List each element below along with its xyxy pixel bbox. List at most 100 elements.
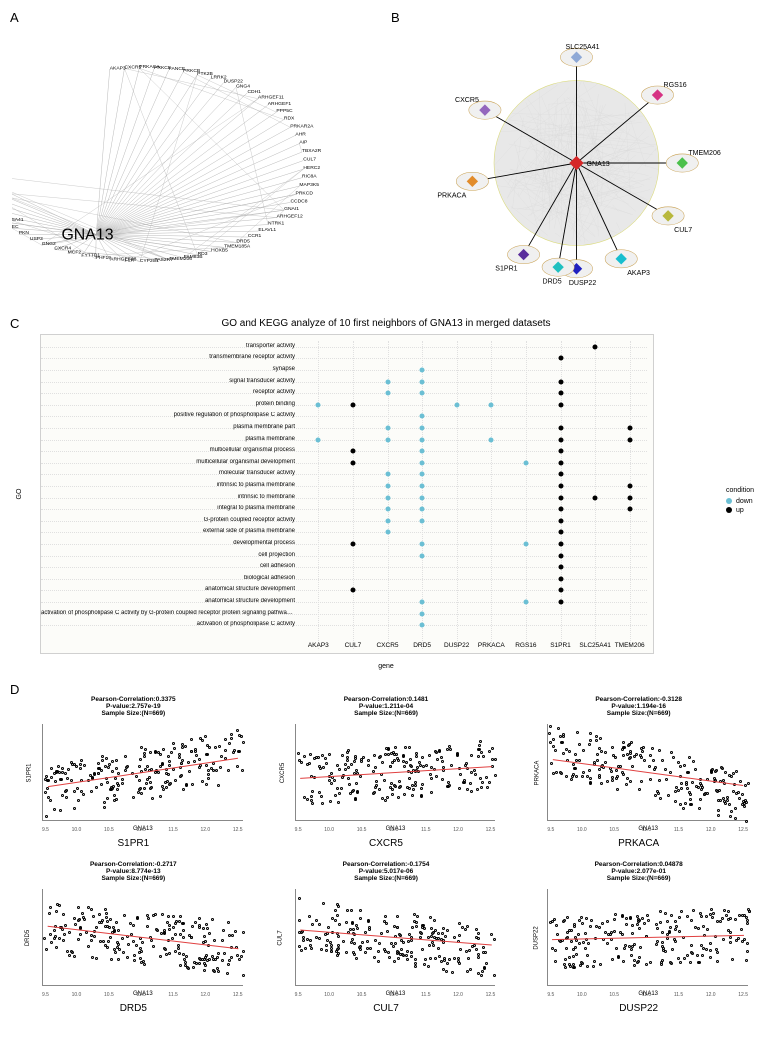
scatter-corr: Pearson-Correlation:0.1481 — [269, 696, 504, 703]
scatter-pval: P-value:1.211e-04 — [269, 703, 504, 710]
dotplot-term-label: protein binding — [41, 401, 295, 407]
network-a-node-label: ARHGEF1 — [268, 101, 292, 107]
network-a-node-label: USP3 — [30, 236, 43, 242]
dotplot-point — [523, 460, 528, 465]
network-a-node-label: CCDC8 — [290, 198, 307, 204]
network-b-spoke-label: SLC25A41 — [565, 44, 599, 51]
dotplot-point — [420, 600, 425, 605]
panel-c-label: C — [10, 316, 19, 331]
scatter-ylabel: DUSP22 — [534, 926, 540, 949]
dotplot-point — [593, 495, 598, 500]
dotplot-point — [385, 530, 390, 535]
legend-title: condition — [726, 487, 754, 494]
network-a-node-label: PPP5C — [276, 108, 293, 114]
network-a-node-label: HERC2 — [303, 165, 320, 171]
scatter-ylabel: PRKACA — [535, 760, 541, 785]
dotplot-point — [385, 379, 390, 384]
dotplot-point — [454, 402, 459, 407]
dotplot-point — [558, 402, 563, 407]
scatter-cul7: Pearson-Correlation:-0.1754P-value:5.017… — [269, 861, 504, 1014]
dotplot-point — [350, 460, 355, 465]
dotplot-term-label: biological adhesion — [41, 575, 295, 581]
panel-c-legend: condition down up — [726, 487, 754, 516]
scatter-ylabel: CUL7 — [277, 930, 283, 945]
scatter-pval: P-value:2.077e-01 — [521, 868, 756, 875]
dotplot-point — [420, 518, 425, 523]
scatter-ylabel: DRD5 — [25, 929, 31, 945]
dotplot-point — [558, 356, 563, 361]
dotplot-point — [558, 553, 563, 558]
dotplot-term-label: cell projection — [41, 552, 295, 558]
network-a-node-label: PRKAR2A — [290, 123, 314, 129]
dotplot-point — [420, 484, 425, 489]
dotplot-term-label: activation of phospholipase C activity — [41, 621, 295, 627]
dotplot-point — [385, 426, 390, 431]
dotplot-term-label: anatomical structure development — [41, 586, 295, 592]
scatter-corr: Pearson-Correlation:-0.3128 — [521, 696, 756, 703]
dotplot-term-label: integral to plasma membrane — [41, 505, 295, 511]
dotplot-point — [350, 449, 355, 454]
scatter-name: S1PR1 — [16, 838, 251, 849]
dotplot-term-label: receptor activity — [41, 389, 295, 395]
dotplot-point — [350, 542, 355, 547]
network-a-node-label: RIC8A — [302, 174, 317, 180]
network-a-node-label: RDX — [284, 116, 295, 122]
dotplot-point — [558, 518, 563, 523]
dotplot-point — [350, 402, 355, 407]
dotplot-point — [385, 495, 390, 500]
dotplot-point — [558, 391, 563, 396]
dotplot-point — [420, 611, 425, 616]
dotplot-term-label: G-protein coupled receptor activity — [41, 517, 295, 523]
scatter-pval: P-value:5.017e-06 — [269, 868, 504, 875]
dotplot-point — [385, 484, 390, 489]
network-a-node-label: AIP — [299, 140, 308, 146]
dotplot-gene-label: DRD5 — [413, 642, 431, 649]
network-b-spoke-label: TMEM206 — [688, 150, 721, 157]
dotplot-gene-label: TMEM206 — [615, 642, 645, 649]
network-a-node-label: PRKCD — [296, 190, 314, 196]
dotplot-point — [420, 553, 425, 558]
dotplot-point — [523, 600, 528, 605]
dotplot-point — [558, 460, 563, 465]
network-b-spoke-label: PRKACA — [437, 192, 466, 199]
dotplot-point — [420, 460, 425, 465]
dotplot-gene-label: CUL7 — [345, 642, 362, 649]
network-a-node-label: CXCR4 — [54, 246, 71, 252]
dotplot-term-label: activation of phospholipase C activity b… — [41, 610, 295, 616]
network-a-node-label: ELAVL1 — [258, 227, 276, 233]
dotplot-term-label: external side of plasma membrane — [41, 528, 295, 534]
dotplot-point — [420, 507, 425, 512]
dotplot-point — [350, 588, 355, 593]
dotplot-point — [558, 426, 563, 431]
dotplot-point — [523, 542, 528, 547]
legend-item-label: up — [736, 507, 744, 514]
legend-item-label: down — [736, 498, 753, 505]
panel-a-label: A — [10, 10, 19, 25]
dotplot-c: transporter activitytransmembrane recept… — [40, 334, 654, 654]
network-b-spoke-label: S1PR1 — [495, 266, 517, 273]
network-a-node-label: CYP2S1 — [140, 258, 159, 264]
network-b-center-label: GNA13 — [587, 161, 610, 168]
scatter-n: Sample Size:(N=669) — [16, 710, 251, 717]
dotplot-point — [385, 518, 390, 523]
dotplot-point — [558, 449, 563, 454]
dotplot-point — [385, 472, 390, 477]
network-a-node-label: ARHGEF11 — [258, 95, 284, 101]
scatter-ylabel: S1PR1 — [27, 763, 33, 782]
scatter-pval: P-value:2.757e-19 — [16, 703, 251, 710]
dotplot-point — [558, 472, 563, 477]
network-a-node-label: PKN — [19, 230, 30, 236]
panel-b: B SLC25A41RGS16TMEM206CUL7AKAP3DUSP22S1P… — [389, 8, 764, 308]
dotplot-term-label: multicellular organismal development — [41, 459, 295, 465]
network-a-node-label: CDH1 — [247, 89, 261, 95]
dotplot-point — [420, 414, 425, 419]
network-a: AKAP3CXCR5PRKACAPRKCEFANCEPRKCBPTK2BLRRK… — [12, 26, 379, 304]
scatter-cxcr5: Pearson-Correlation:0.1481P-value:1.211e… — [269, 696, 504, 849]
network-a-node-label: GNAI1 — [284, 206, 299, 212]
dotplot-point — [420, 495, 425, 500]
dotplot-gene-label: DUSP22 — [444, 642, 469, 649]
network-b-spoke-label: DUSP22 — [569, 280, 596, 287]
network-a-node-label: GNG4 — [236, 83, 250, 89]
scatter-prkaca: Pearson-Correlation:-0.3128P-value:1.194… — [521, 696, 756, 849]
dotplot-point — [627, 484, 632, 489]
